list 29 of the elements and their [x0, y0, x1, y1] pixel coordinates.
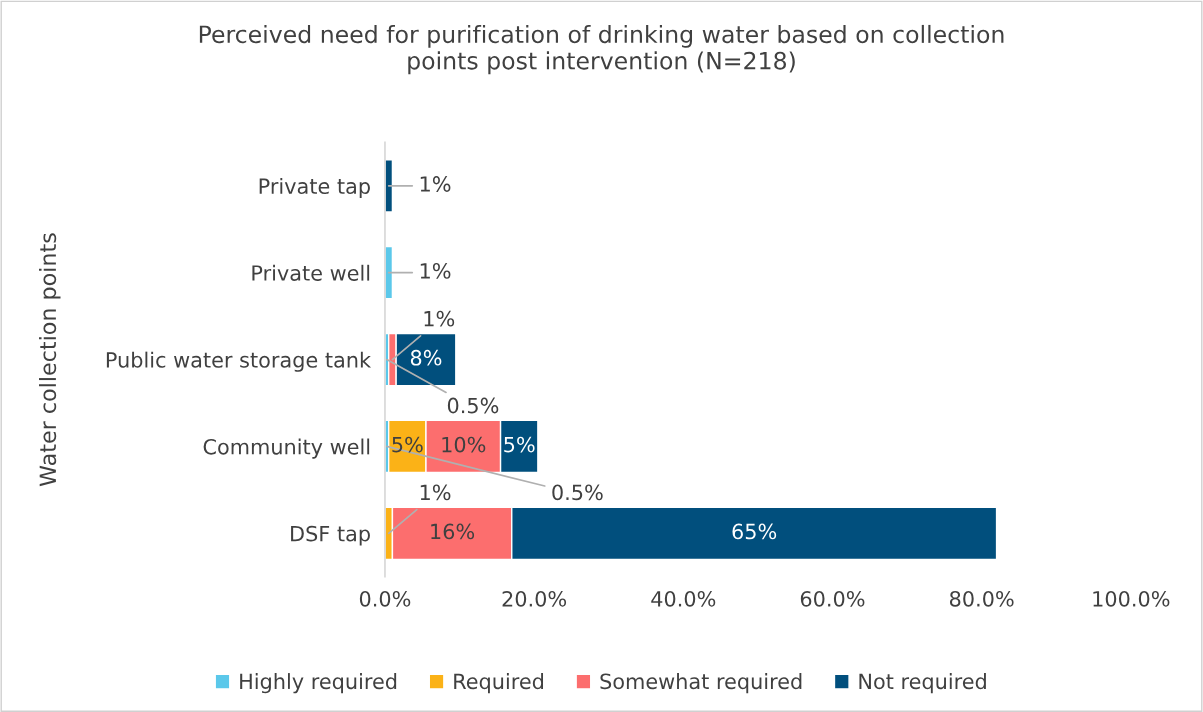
chart-title: Perceived need for purification of drinking water based on collection points post intervention (N=218)	[199, 24, 1004, 75]
legend-label: Highly required	[240, 673, 397, 694]
data-label: 1%	[424, 310, 455, 327]
y-tick-label: Community well	[203, 438, 370, 459]
data-label: 16%	[431, 523, 475, 540]
y-axis-title: Water collection points	[39, 233, 61, 487]
x-tick-label: 0.0%	[359, 590, 411, 607]
y-tick-label: Private well	[252, 264, 370, 281]
data-label: 65%	[732, 523, 777, 540]
x-tick-label: 40.0%	[651, 590, 716, 607]
x-tick-label: 20.0%	[502, 590, 567, 607]
data-label: 1%	[420, 262, 451, 279]
data-label: 0.5%	[447, 397, 499, 414]
x-tick-label: 80.0%	[949, 590, 1014, 607]
data-label: 0.5%	[552, 484, 603, 501]
y-tick-label: Public water storage tank	[106, 351, 372, 372]
x-tick-label: 100.0%	[1093, 590, 1170, 607]
legend-label: Somewhat required	[600, 673, 802, 694]
data-label: 5%	[504, 436, 535, 453]
legend-label: Not required	[859, 673, 986, 694]
data-label: 10%	[442, 436, 486, 453]
legend-label: Required	[454, 673, 544, 694]
data-label: 1%	[420, 484, 451, 501]
y-tick-label: Private tap	[259, 177, 370, 199]
data-label: 5%	[392, 436, 423, 453]
data-label: 1%	[420, 176, 451, 192]
data-label: 8%	[410, 349, 442, 366]
x-tick-label: 60.0%	[800, 590, 865, 607]
y-tick-label: DSF tap	[291, 525, 370, 546]
